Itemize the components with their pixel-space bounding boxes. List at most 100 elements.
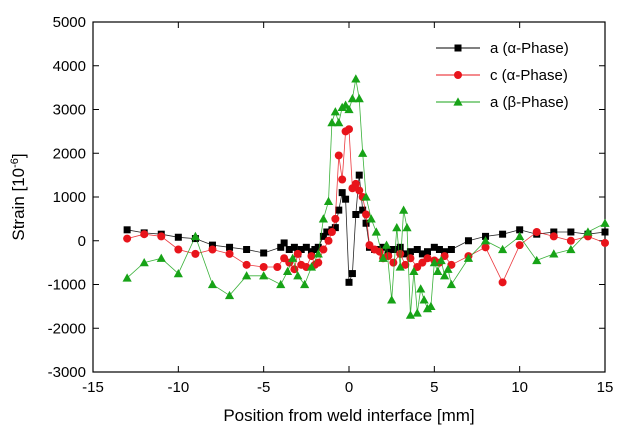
data-point: [344, 104, 354, 114]
data-point: [345, 125, 353, 134]
data-point: [406, 254, 415, 263]
legend-entry: a (α-Phase): [436, 40, 569, 57]
data-point: [276, 279, 286, 289]
y-tick-label: 5000: [53, 14, 86, 31]
data-point: [319, 245, 328, 254]
data-point: [567, 228, 575, 236]
data-point: [405, 310, 416, 319]
data-point: [327, 118, 337, 127]
y-tick-label: 4000: [53, 58, 86, 75]
data-point: [446, 279, 456, 289]
data-point: [335, 206, 343, 214]
data-point: [416, 284, 426, 293]
data-point: [401, 260, 410, 269]
data-point: [419, 295, 429, 304]
data-point: [464, 237, 472, 245]
y-axis-title-exponent: -6: [9, 158, 21, 168]
data-point: [426, 301, 436, 311]
data-point: [396, 249, 405, 258]
data-point: [285, 246, 293, 253]
data-point: [361, 192, 371, 201]
data-point: [319, 232, 327, 240]
data-point: [413, 246, 421, 253]
y-axis-title: Strain [10-6]: [9, 153, 28, 240]
data-point: [323, 196, 334, 206]
data-point: [123, 234, 132, 243]
data-point: [331, 224, 339, 232]
series-line: [127, 128, 606, 284]
data-point: [351, 179, 360, 188]
data-point: [140, 230, 149, 239]
data-point: [293, 249, 302, 258]
data-point: [447, 260, 456, 269]
data-point: [395, 262, 405, 271]
data-point: [362, 219, 370, 227]
data-point: [389, 258, 398, 267]
data-point: [340, 100, 351, 109]
data-point: [387, 295, 397, 304]
data-point: [424, 248, 432, 256]
data-point: [423, 254, 432, 263]
data-point: [418, 250, 426, 258]
y-tick-label: 0: [78, 233, 86, 250]
data-point: [348, 270, 356, 278]
data-point: [362, 210, 371, 219]
data-point: [384, 248, 392, 256]
data-point: [330, 107, 340, 116]
data-point: [190, 231, 200, 241]
y-tick-label: 2000: [53, 145, 86, 162]
data-point: [314, 258, 323, 267]
data-point: [207, 279, 218, 289]
data-point: [396, 243, 404, 251]
data-point: [549, 232, 558, 241]
y-tick-label: 3000: [53, 102, 86, 119]
data-point: [242, 260, 251, 269]
legend-label: a (α-Phase): [490, 40, 569, 57]
data-point: [429, 258, 439, 267]
data-point: [583, 227, 593, 236]
data-point: [430, 243, 438, 251]
data-point: [354, 93, 364, 103]
data-point: [208, 241, 216, 249]
legend-marker: [453, 97, 463, 106]
data-point: [157, 232, 166, 241]
data-point: [355, 171, 363, 179]
data-point: [277, 243, 285, 251]
data-point: [498, 278, 507, 287]
data-point: [600, 218, 610, 227]
data-point: [260, 249, 268, 257]
data-point: [439, 271, 450, 280]
data-point: [549, 249, 559, 258]
x-axis-title: Position from weld interface [mm]: [223, 406, 474, 425]
data-point: [532, 228, 541, 236]
data-point: [323, 228, 331, 236]
x-tick-label: 0: [345, 379, 353, 396]
data-point: [351, 74, 361, 83]
data-point: [331, 214, 340, 223]
data-point: [384, 252, 393, 261]
data-point: [338, 175, 347, 184]
legend-entry: c (α-Phase): [436, 67, 568, 84]
y-tick-label: 1000: [53, 189, 86, 206]
data-point: [282, 266, 293, 276]
data-point: [389, 246, 397, 253]
data-point: [123, 226, 131, 234]
data-point: [352, 211, 360, 218]
data-point: [347, 93, 358, 103]
data-point: [440, 252, 449, 261]
series-line: [127, 175, 606, 283]
data-point: [516, 226, 524, 234]
axes: -15 -10 -5 0 5 10 15 -3000 -2000 -1000 0 1000 2000 30…: [48, 14, 614, 396]
data-point: [300, 279, 310, 289]
series-3: [122, 74, 610, 319]
data-point: [307, 252, 316, 261]
data-point: [441, 248, 449, 256]
data-point: [406, 248, 414, 256]
data-point: [342, 195, 350, 203]
data-point: [313, 249, 323, 258]
data-point: [412, 308, 422, 317]
legend: a (α-Phase) c (α-Phase) a (β-Phase): [436, 40, 569, 111]
data-point: [290, 265, 299, 274]
data-point: [499, 230, 507, 238]
